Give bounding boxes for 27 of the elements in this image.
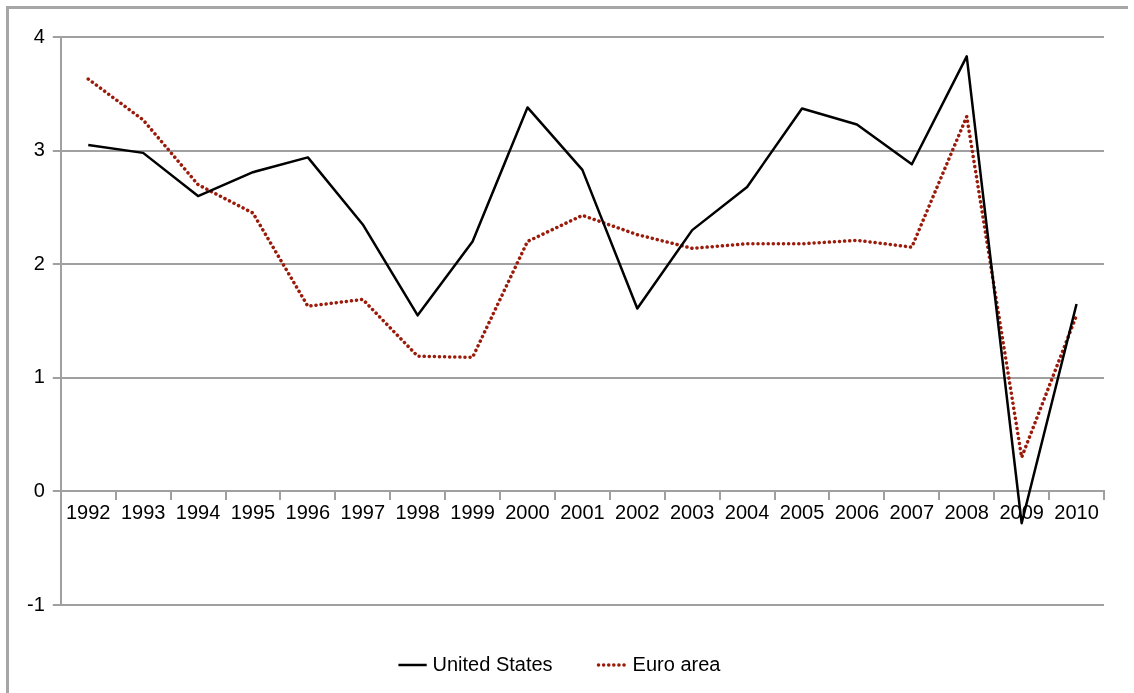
legend-label: United States — [432, 652, 553, 675]
y-tick-label: 4 — [33, 24, 45, 47]
x-tick-label: 2003 — [669, 500, 715, 523]
y-tick-label: -1 — [26, 592, 45, 615]
x-tick-label: 2004 — [724, 500, 770, 523]
y-tick-label: 2 — [33, 251, 45, 274]
x-tick-label: 2002 — [615, 500, 660, 523]
x-tick-label: 2005 — [779, 500, 825, 523]
x-tick-label: 1994 — [175, 500, 221, 523]
x-tick-label: 2008 — [944, 500, 989, 523]
line-series — [86, 77, 1079, 460]
y-tick-label: 0 — [33, 478, 45, 501]
x-tick-label: 2010 — [1054, 500, 1099, 523]
x-tick-label: 1998 — [395, 500, 440, 523]
x-tick-label: 1992 — [65, 500, 111, 523]
x-tick-label: 2007 — [889, 500, 935, 523]
x-tick-label: 2006 — [834, 500, 880, 523]
x-tick-label: 1997 — [340, 500, 386, 523]
x-tick-label: 1999 — [450, 500, 495, 523]
y-tick-label: 3 — [33, 138, 45, 161]
x-tick-label: 1996 — [285, 500, 331, 523]
legend-label: Euro area — [632, 652, 722, 675]
x-tick-label: 2001 — [560, 500, 605, 523]
x-tick-label: 2000 — [505, 500, 550, 523]
y-tick-label: 1 — [33, 365, 45, 388]
x-tick-label: 1993 — [120, 500, 166, 523]
x-tick-label: 1995 — [230, 500, 276, 523]
